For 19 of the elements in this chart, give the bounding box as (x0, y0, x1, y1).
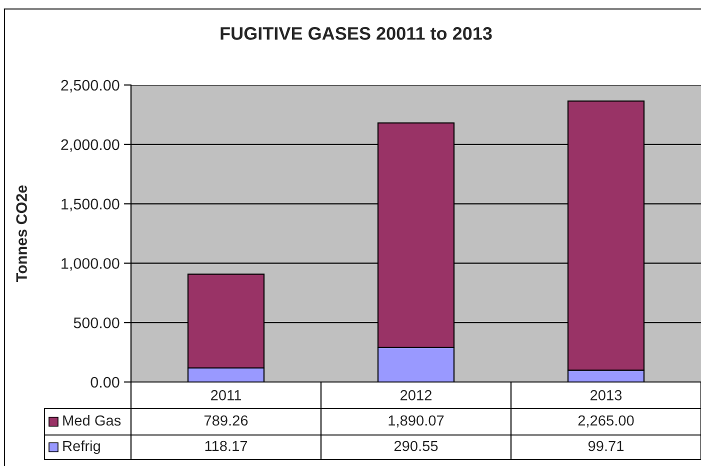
legend-label: Med Gas (63, 414, 121, 426)
y-tick-label: 1,500.00 (62, 198, 120, 212)
y-tick-label: 2,500.00 (61, 80, 120, 92)
x-tick-label: 2011 (211, 390, 241, 400)
data-label: 1,890.07 (388, 415, 444, 428)
chart-title: FUGITIVE GASES 20011 to 2013 (220, 27, 492, 40)
legend-label: Refrig (63, 440, 100, 454)
data-label: 789.26 (204, 415, 248, 426)
y-tick-label: 0.00 (90, 376, 120, 388)
data-label: 290.55 (394, 440, 438, 452)
data-label: 99.71 (588, 440, 624, 452)
data-label: 2,265.00 (578, 415, 634, 428)
x-tick-label: 2013 (590, 390, 622, 400)
y-tick-label: 1,000.00 (62, 258, 120, 271)
x-tick-label: 2012 (400, 390, 432, 400)
y-tick-label: 2,000.00 (61, 139, 120, 152)
data-label: 118.17 (205, 440, 248, 452)
y-axis-title: Tonnes CO2e (16, 185, 27, 282)
y-tick-label: 500.00 (74, 317, 120, 328)
